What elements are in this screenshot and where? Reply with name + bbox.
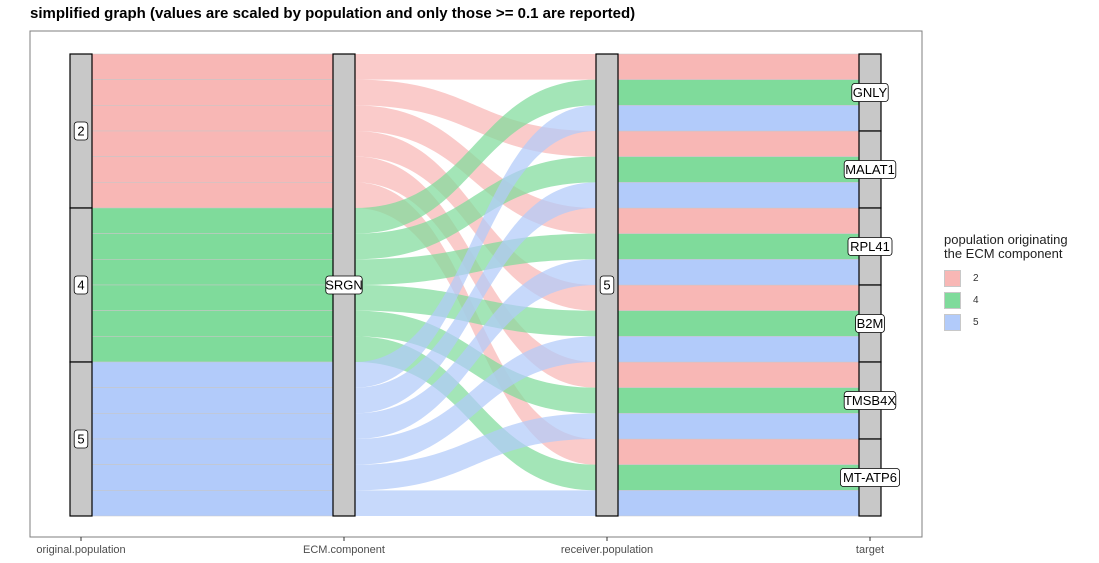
flow-2-MT-ATP6-seg2 (617, 438, 860, 465)
stratum-label-SRGN: SRGN (325, 275, 363, 295)
x-tick-label-ECM.component: ECM.component (303, 544, 385, 556)
svg-text:GNLY: GNLY (853, 85, 888, 100)
stratum-label-RPL41: RPL41 (847, 237, 893, 256)
svg-text:2: 2 (77, 124, 84, 139)
flow-2-GNLY-seg1 (355, 54, 596, 80)
flow-2-B2M-seg2 (617, 284, 860, 311)
legend-swatch-4 (944, 291, 961, 309)
stratum-label-MALAT1: MALAT1 (843, 160, 897, 179)
svg-text:TMSB4X: TMSB4X (844, 393, 896, 408)
flow-4-RPL41-seg1 (355, 233, 596, 285)
stratum-label-5: 5 (599, 275, 615, 295)
flow-5-RPL41-seg0 (91, 413, 334, 440)
flow-5-MALAT1-seg1 (355, 182, 596, 414)
legend-title: population originating the ECM component (944, 232, 1068, 261)
svg-text:5: 5 (77, 432, 84, 447)
flow-5-RPL41-seg1 (355, 259, 596, 439)
flow-4-MT-ATP6-seg2 (617, 464, 860, 491)
legend-item-4: 4 (944, 289, 1068, 311)
flow-4-B2M-seg1 (355, 285, 596, 337)
flow-4-MALAT1-seg2 (617, 156, 860, 183)
flow-5-TMSB4X-seg0 (91, 464, 334, 491)
flow-2-RPL41-seg2 (617, 207, 860, 234)
flow-5-GNLY-seg1 (355, 105, 596, 388)
stratum-label-MT-ATP6: MT-ATP6 (840, 468, 901, 487)
legend: population originating the ECM component … (944, 233, 1068, 333)
svg-text:5: 5 (603, 278, 610, 293)
flow-4-B2M-seg2 (617, 310, 860, 337)
stratum-label-5: 5 (73, 429, 89, 449)
stratum-label-GNLY: GNLY (851, 83, 889, 102)
legend-items: 2 4 5 (944, 267, 1068, 333)
x-axis: original.population ECM.component receiver… (36, 537, 884, 556)
flow-2-RPL41-seg0 (91, 105, 334, 132)
flow-5-RPL41-seg2 (617, 259, 860, 286)
legend-label-4: 4 (973, 294, 979, 306)
svg-text:B2M: B2M (857, 316, 884, 331)
flow-4-B2M-seg0 (91, 284, 334, 311)
flow-5-TMSB4X-seg2 (617, 413, 860, 440)
flow-2-TMSB4X-seg2 (617, 361, 860, 388)
svg-text:4: 4 (77, 278, 84, 293)
stratum-label-TMSB4X: TMSB4X (843, 391, 896, 410)
plot-panel (29, 30, 923, 538)
flow-4-RPL41-seg0 (91, 259, 334, 286)
flow-5-TMSB4X-seg1 (355, 413, 596, 491)
flow-4-GNLY-seg0 (91, 207, 334, 234)
flow-4-TMSB4X-seg0 (91, 310, 334, 337)
flow-4-MALAT1-seg0 (91, 233, 334, 260)
flow-5-GNLY-seg0 (91, 361, 334, 388)
flow-5-B2M-seg2 (617, 336, 860, 363)
legend-swatch-2 (944, 269, 961, 287)
stratum-label-B2M: B2M (855, 314, 885, 333)
svg-text:MALAT1: MALAT1 (845, 162, 895, 177)
svg-text:RPL41: RPL41 (850, 239, 890, 254)
legend-label-2: 2 (973, 272, 979, 284)
flow-2-TMSB4X-seg0 (91, 156, 334, 183)
flow-5-MT-ATP6-seg1 (355, 490, 596, 516)
svg-text:SRGN: SRGN (325, 278, 363, 293)
x-tick-label-receiver.population: receiver.population (561, 544, 653, 556)
flow-2-B2M-seg0 (91, 130, 334, 157)
labels-layer: 2 4 5 SRGN 5 GNLY MALAT1 RPL41 B2M TMSB4X MT-ATP6 (73, 83, 901, 487)
flow-2-MT-ATP6-seg0 (91, 182, 334, 209)
flow-5-B2M-seg0 (91, 438, 334, 465)
flows-layer (91, 53, 860, 517)
flow-5-MT-ATP6-seg2 (617, 490, 860, 517)
flow-2-MALAT1-seg0 (91, 79, 334, 106)
legend-swatch-5 (944, 313, 961, 331)
flow-4-MT-ATP6-seg0 (91, 336, 334, 363)
flow-4-MALAT1-seg1 (355, 156, 596, 260)
flow-5-B2M-seg1 (355, 336, 596, 465)
flow-4-GNLY-seg1 (355, 79, 596, 234)
legend-item-5: 5 (944, 311, 1068, 333)
flow-2-GNLY-seg2 (617, 53, 860, 80)
x-tick-label-target: target (856, 544, 884, 556)
flow-5-MT-ATP6-seg0 (91, 490, 334, 517)
chart-title: simplified graph (values are scaled by p… (30, 5, 636, 22)
flow-5-GNLY-seg2 (617, 105, 860, 132)
stratum-label-2: 2 (73, 121, 89, 141)
legend-label-5: 5 (973, 316, 979, 328)
flow-4-GNLY-seg2 (617, 79, 860, 106)
stratum-label-4: 4 (73, 275, 89, 295)
x-tick-label-original.population: original.population (36, 544, 125, 556)
legend-item-2: 2 (944, 267, 1068, 289)
flow-5-MALAT1-seg0 (91, 387, 334, 414)
flow-2-MALAT1-seg2 (617, 130, 860, 157)
flow-2-GNLY-seg0 (91, 53, 334, 80)
flow-4-TMSB4X-seg2 (617, 387, 860, 414)
svg-text:MT-ATP6: MT-ATP6 (843, 470, 897, 485)
flow-4-RPL41-seg2 (617, 233, 860, 260)
flow-5-MALAT1-seg2 (617, 182, 860, 209)
